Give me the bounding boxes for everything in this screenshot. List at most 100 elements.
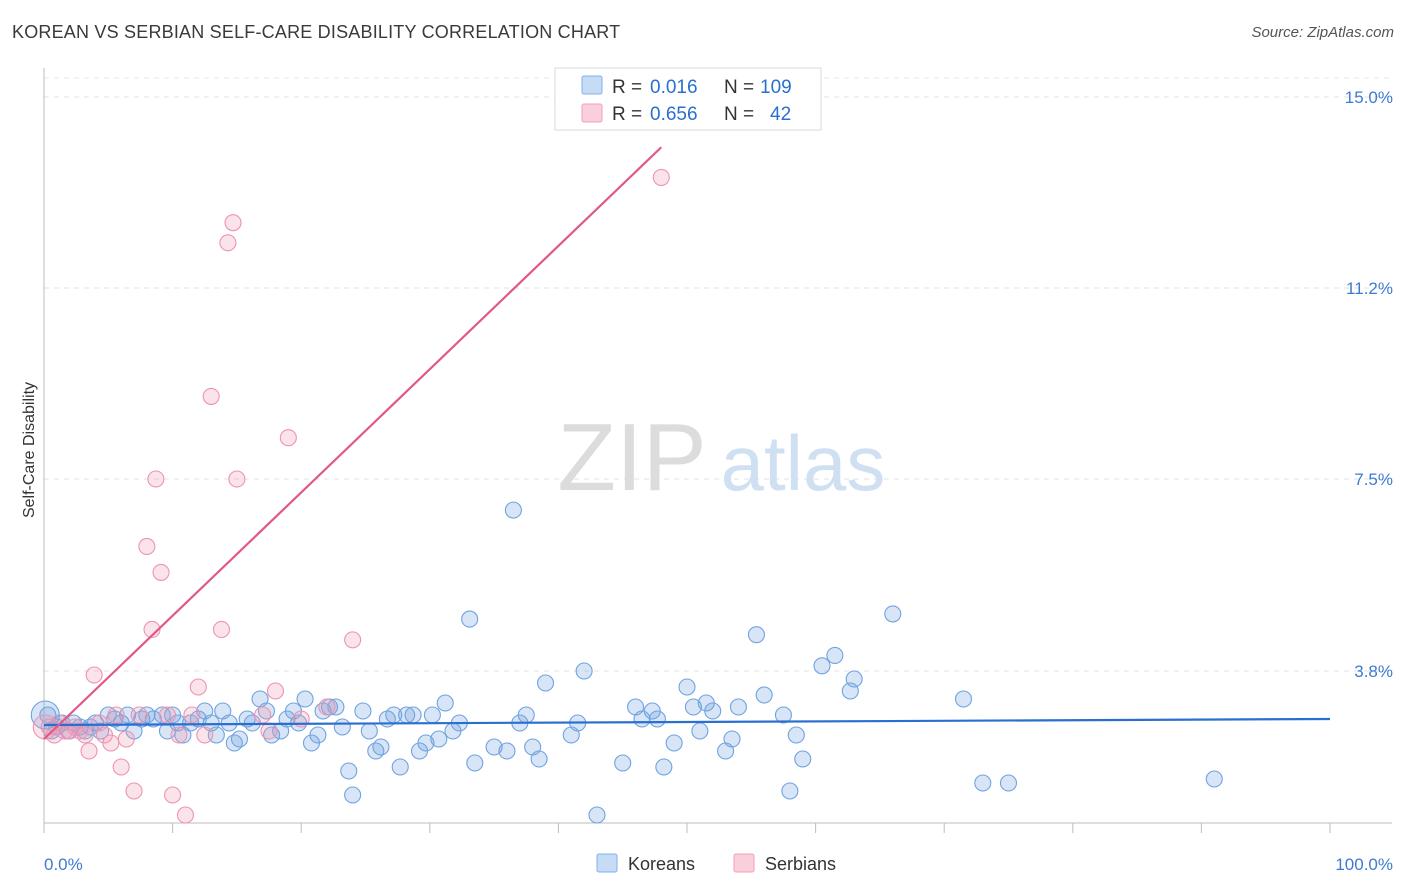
serbian-point xyxy=(344,631,362,649)
koreans-r-label: R = xyxy=(612,77,642,98)
korean-point xyxy=(372,738,390,756)
serbian-point xyxy=(260,722,278,740)
korean-point xyxy=(648,710,666,728)
serbian-point xyxy=(80,742,98,760)
serbian-point xyxy=(152,563,170,581)
serbian-point xyxy=(279,429,297,447)
korean-point xyxy=(787,726,805,744)
series-legend: Koreans Serbians xyxy=(596,853,836,874)
serbian-point xyxy=(125,782,143,800)
korean-point xyxy=(119,706,137,724)
korean-point xyxy=(423,706,441,724)
korean-point xyxy=(774,706,793,724)
serbian-point xyxy=(176,806,195,824)
serbian-point xyxy=(130,706,148,724)
korean-point xyxy=(614,754,632,772)
korean-point xyxy=(729,698,747,716)
koreans-n-label: N = xyxy=(724,77,754,98)
korean-point xyxy=(723,730,741,748)
y-tick-label: 15.0% xyxy=(1345,88,1393,107)
korean-point xyxy=(826,646,844,664)
korean-point xyxy=(655,758,673,776)
korean-point xyxy=(504,501,522,519)
serbian-point xyxy=(202,387,220,405)
serbian-point xyxy=(158,706,177,724)
korean-point xyxy=(340,762,358,780)
serbian-point xyxy=(266,682,285,700)
serbian-point xyxy=(102,734,120,752)
korean-point xyxy=(498,742,516,760)
korean-point xyxy=(436,694,454,712)
korean-point xyxy=(1205,770,1223,788)
x-tick-label-max: 100.0% xyxy=(1335,855,1393,874)
korean-point xyxy=(747,626,765,644)
korean-point xyxy=(333,718,351,736)
serbian-point xyxy=(147,470,165,488)
serbian-point xyxy=(189,678,207,696)
korean-point xyxy=(404,706,422,724)
korean-point xyxy=(884,605,902,623)
koreans-r-value: 0.016 xyxy=(650,77,698,98)
serbians-r-value: 0.656 xyxy=(650,104,698,125)
korean-point xyxy=(144,710,162,728)
serbians-n-value: 42 xyxy=(770,104,791,125)
korean-point xyxy=(466,754,484,772)
korean-point xyxy=(485,738,503,756)
serbian-point xyxy=(107,706,125,724)
watermark-atlas: atlas xyxy=(721,419,886,507)
koreans-n-value: 109 xyxy=(760,77,792,98)
serbian-trend-line xyxy=(43,146,663,740)
tick-labels: 3.8% 7.5% 11.2% 15.0% 0.0% 100.0% xyxy=(44,88,1393,874)
serbian-point xyxy=(138,537,156,556)
chart-title: KOREAN VS SERBIAN SELF-CARE DISABILITY C… xyxy=(12,22,621,42)
korean-point xyxy=(575,662,593,680)
korean-point xyxy=(678,678,696,696)
serbian-point xyxy=(196,726,214,744)
y-tick-label: 7.5% xyxy=(1354,470,1393,489)
serbians-swatch xyxy=(581,103,603,123)
korean-point xyxy=(461,610,479,628)
serbian-point xyxy=(143,620,161,639)
korean-point xyxy=(974,774,992,792)
korean-point xyxy=(327,698,345,716)
source-credit: Source: ZipAtlas.com xyxy=(1251,24,1394,41)
korean-point xyxy=(588,806,606,824)
korean-point xyxy=(704,702,722,720)
korean-point xyxy=(417,734,435,752)
y-tick-label: 3.8% xyxy=(1354,662,1393,681)
korean-point xyxy=(813,657,831,675)
korean-point xyxy=(174,726,192,744)
korean-point xyxy=(954,690,973,708)
serbian-point xyxy=(219,234,237,252)
serbian-point xyxy=(117,730,135,748)
serbians-r-label: R = xyxy=(612,104,642,125)
korean-point xyxy=(220,714,238,732)
korean-point xyxy=(684,698,702,716)
korean-point xyxy=(794,750,812,768)
serbian-point xyxy=(170,726,188,744)
korean-point xyxy=(354,702,372,720)
serbian-point xyxy=(183,706,201,724)
serbian-point xyxy=(164,786,182,804)
legend-koreans-swatch xyxy=(596,853,618,873)
korean-point xyxy=(530,750,548,768)
watermark: ZIP atlas xyxy=(557,404,885,511)
legend-koreans-label: Koreans xyxy=(628,854,695,874)
koreans-swatch xyxy=(581,75,603,95)
serbian-point xyxy=(652,168,670,186)
stats-legend: R = 0.016 N = 109 R = 0.656 N = 42 xyxy=(554,67,822,131)
korean-point xyxy=(309,726,327,744)
legend-serbians-swatch xyxy=(733,853,755,873)
serbians-n-label: N = xyxy=(724,104,754,125)
korean-point xyxy=(755,686,773,704)
trend-lines xyxy=(43,146,1331,740)
serbian-point xyxy=(228,470,246,488)
y-tick-label: 11.2% xyxy=(1346,279,1393,298)
korean-trend-line xyxy=(43,717,1331,727)
legend-serbians-label: Serbians xyxy=(765,854,836,874)
korean-point xyxy=(344,786,362,804)
korean-point xyxy=(665,734,683,752)
serbian-point-cluster xyxy=(32,714,58,740)
korean-point xyxy=(230,730,249,748)
korean-point xyxy=(296,690,314,708)
